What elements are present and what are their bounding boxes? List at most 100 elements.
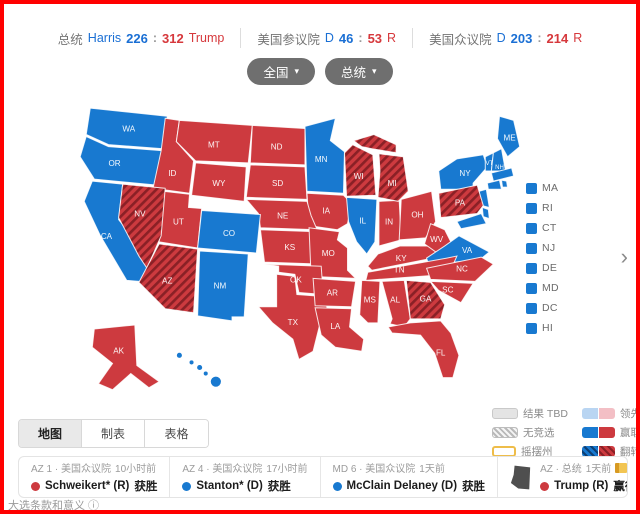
legend-leading: 领先 — [581, 406, 640, 421]
small-state-DC[interactable]: DC — [526, 302, 559, 314]
state-MD[interactable] — [456, 212, 488, 230]
state-SC[interactable] — [429, 280, 475, 304]
house-dem-letter: D — [496, 31, 506, 45]
state-AK[interactable] — [91, 324, 161, 391]
senate-dem-letter: D — [324, 31, 334, 45]
legend-label: 无竞选 — [523, 427, 555, 439]
state-IN[interactable] — [378, 199, 402, 247]
state-CO[interactable] — [197, 209, 261, 254]
state-IL[interactable] — [345, 196, 378, 255]
ticker-time: 10小时前 — [115, 464, 157, 475]
swing-state-tag-icon — [615, 462, 627, 473]
ticker-meta: AZ 4 · 美国众议院 — [182, 464, 263, 475]
president-score[interactable]: 总统 Harris 226 : 312 Trump — [42, 29, 241, 48]
tab-tally[interactable]: 制表 — [82, 420, 145, 447]
no-race-swatch — [492, 427, 518, 438]
region-dropdown[interactable]: 全国 ▾ — [247, 58, 315, 85]
race-dropdown[interactable]: 总统 ▾ — [325, 58, 393, 85]
terms-link[interactable]: 大选条款和意义 ⓘ — [8, 497, 99, 513]
state-MI-up[interactable] — [353, 134, 397, 154]
house-score[interactable]: 美国众议院 D 203 : 214 R — [413, 29, 598, 48]
state-swatch — [526, 322, 537, 334]
candidate-name: Stanton* (D) — [196, 480, 263, 492]
state-MN[interactable] — [304, 117, 346, 194]
chevron-right-icon[interactable]: › — [616, 244, 632, 270]
house-label: 美国众议院 — [429, 32, 492, 47]
race-result: 赢得 11 选票 — [613, 481, 627, 493]
view-tabs: 地图 制表 表格 — [18, 419, 209, 448]
dem-candidate-name: Harris — [87, 31, 122, 45]
small-state-MD[interactable]: MD — [526, 282, 559, 294]
ticker-item[interactable]: MD 6 · 美国众议院 1天前 McClain Delaney (D) 获胜 — [321, 457, 499, 497]
info-icon: ⓘ — [88, 500, 99, 512]
state-AR[interactable] — [312, 277, 357, 308]
state-WA[interactable] — [85, 107, 168, 150]
ticker-item[interactable]: AZ 1 · 美国众议院 10小时前 Schweikert* (R) 获胜 — [19, 457, 171, 497]
state-HI[interactable] — [176, 352, 221, 387]
tab-map[interactable]: 地图 — [19, 420, 82, 447]
ticker-item[interactable]: AZ 4 · 美国众议院 17小时前 Stanton* (D) 获胜 — [170, 457, 321, 497]
small-state-DE[interactable]: DE — [526, 262, 559, 274]
small-state-MA[interactable]: MA — [526, 182, 559, 194]
house-rep-count: 214 — [546, 30, 569, 46]
terms-label: 大选条款和意义 — [8, 500, 85, 512]
state-WY[interactable] — [190, 162, 247, 202]
state-NM[interactable] — [197, 250, 249, 322]
state-WI[interactable] — [343, 144, 377, 197]
state-NC[interactable] — [426, 256, 494, 282]
region-dropdown-label: 全国 — [263, 66, 289, 80]
small-state-label: MD — [542, 282, 559, 294]
tab-table[interactable]: 表格 — [145, 420, 208, 447]
state-NY[interactable] — [438, 154, 488, 190]
state-PA[interactable] — [438, 184, 484, 219]
race-dropdown-label: 总统 — [341, 66, 367, 80]
rep-candidate-name: Trump — [188, 31, 225, 45]
race-call-ticker: AZ 1 · 美国众议院 10小时前 Schweikert* (R) 获胜 AZ 4… — [18, 456, 628, 498]
state-MA[interactable] — [490, 167, 515, 182]
state-MI[interactable] — [377, 153, 409, 202]
ticker-meta: AZ 1 · 美国众议院 — [31, 464, 112, 475]
president-label: 总统 — [57, 32, 83, 47]
small-state-HI[interactable]: HI — [526, 322, 559, 334]
state-MT[interactable] — [175, 119, 253, 164]
state-CT[interactable] — [486, 179, 503, 190]
state-SD[interactable] — [245, 164, 308, 200]
party-dot-icon — [540, 481, 550, 491]
state-LA[interactable] — [314, 307, 365, 352]
small-state-CT[interactable]: CT — [526, 222, 559, 234]
legend-label: 结果 TBD — [523, 408, 568, 420]
state-MS[interactable] — [359, 279, 381, 324]
legend-label: 赢取 — [619, 427, 640, 439]
legend-label: 摇摆州 — [521, 446, 553, 458]
state-OK[interactable] — [264, 263, 324, 296]
ticker-time: 1天前 — [585, 464, 612, 475]
legend-no-race: 无竞选 — [492, 425, 568, 440]
win-swatch — [581, 427, 615, 438]
state-AL[interactable] — [381, 279, 411, 328]
state-ND[interactable] — [249, 124, 306, 166]
ticker-item[interactable]: AZ · 总统 1天前 Trump (R) 赢得 11 选票 — [498, 457, 627, 497]
small-state-label: NJ — [542, 242, 556, 254]
candidate-name: Schweikert* (R) — [45, 480, 130, 492]
state-FL[interactable] — [387, 320, 460, 379]
senate-rep-count: 53 — [367, 30, 383, 46]
state-GA[interactable] — [405, 279, 446, 320]
senate-label: 美国参议院 — [257, 32, 320, 47]
candidate-name: Trump (R) — [554, 480, 609, 492]
senate-score[interactable]: 美国参议院 D 46 : 53 R — [241, 29, 412, 48]
divider — [240, 28, 242, 48]
state-AZ[interactable] — [138, 243, 199, 314]
small-state-NJ[interactable]: NJ — [526, 242, 559, 254]
state-DE[interactable] — [481, 206, 490, 220]
state-TX[interactable] — [257, 273, 330, 361]
state-swatch — [526, 262, 537, 274]
state-RI[interactable] — [500, 179, 509, 188]
small-state-RI[interactable]: RI — [526, 202, 559, 214]
state-swatch — [526, 202, 537, 214]
race-result: 获胜 — [267, 481, 291, 493]
state-UT[interactable] — [158, 190, 203, 249]
state-NH[interactable] — [490, 147, 507, 172]
rep-electoral-count: 312 — [162, 30, 184, 46]
state-ME[interactable] — [496, 115, 521, 158]
